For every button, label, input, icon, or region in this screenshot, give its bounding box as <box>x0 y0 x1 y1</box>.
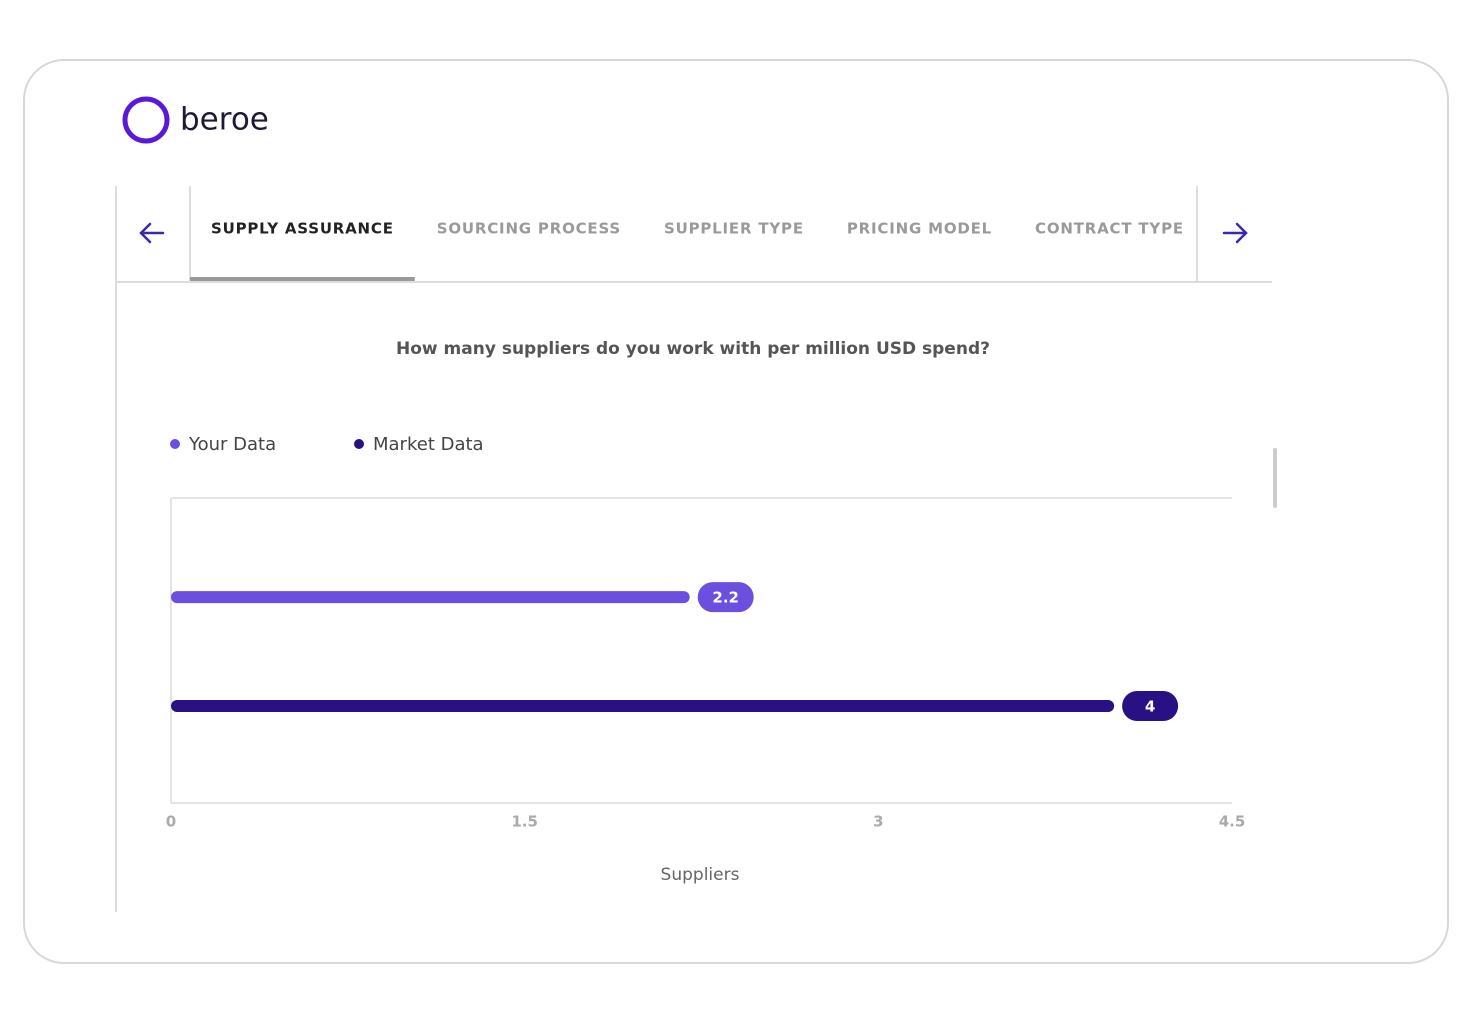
legend-label: Market Data <box>373 434 484 455</box>
prev-arrow[interactable] <box>139 222 165 244</box>
bar <box>171 591 690 604</box>
bar <box>171 700 1115 713</box>
tab[interactable]: PRICING MODEL <box>847 220 992 238</box>
logo-text: beroe <box>180 102 269 138</box>
logo-icon <box>122 96 170 144</box>
tab[interactable]: SOURCING PROCESS <box>437 220 621 238</box>
legend-dot <box>354 439 364 449</box>
tab[interactable]: SUPPLY ASSURANCE <box>211 220 394 238</box>
tab[interactable]: SUPPLIER TYPE <box>664 220 804 238</box>
legend-dot <box>170 439 180 449</box>
value-label: 4 <box>1145 698 1155 716</box>
tab[interactable]: CONTRACT TYPE <box>1035 220 1184 238</box>
active-tab-underline <box>190 277 415 281</box>
scrollbar[interactable] <box>1273 448 1277 508</box>
x-tick-label: 1.5 <box>511 813 538 831</box>
next-arrow[interactable] <box>1222 222 1248 244</box>
chart-title: How many suppliers do you work with per … <box>396 339 990 359</box>
x-tick-label: 4.5 <box>1219 813 1246 831</box>
x-tick-label: 3 <box>873 813 883 831</box>
value-label: 2.2 <box>712 589 739 607</box>
legend-label: Your Data <box>188 434 276 455</box>
card <box>23 59 1449 964</box>
x-axis-label: Suppliers <box>661 865 740 885</box>
x-tick-label: 0 <box>166 813 176 831</box>
value-pill <box>1122 691 1179 722</box>
value-pill <box>697 582 754 613</box>
